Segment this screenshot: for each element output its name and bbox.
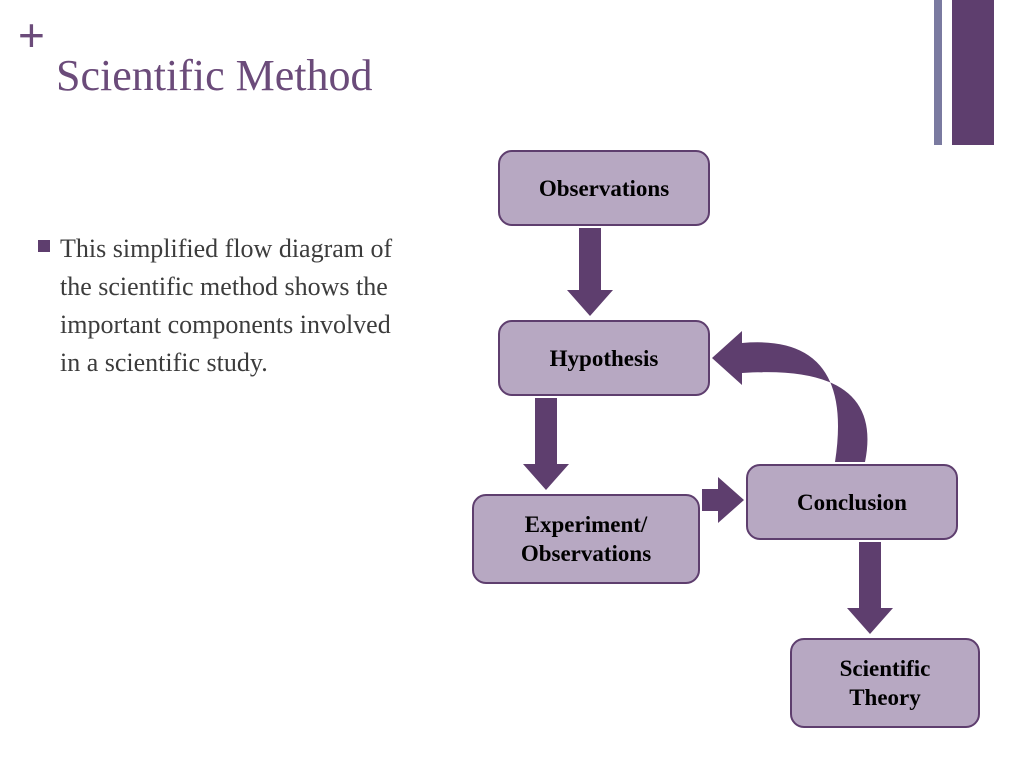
flow-arrow-a1 [567,228,613,316]
corner-bar [934,0,942,145]
bullet-icon [38,240,50,252]
flow-arrow-a2 [523,398,569,490]
body-bullet: This simplified flow diagram of the scie… [38,230,408,382]
corner-accent-bars [934,0,994,145]
flow-node-experiment: Experiment/ Observations [472,494,700,584]
flow-arrow-a4 [847,542,893,634]
corner-bar [952,0,994,145]
flow-node-observations: Observations [498,150,710,226]
flow-arrow-a5 [672,318,890,502]
plus-icon: + [18,8,45,62]
flow-node-theory: Scientific Theory [790,638,980,728]
page-title: Scientific Method [56,50,373,101]
body-bullet-text: This simplified flow diagram of the scie… [60,230,408,382]
